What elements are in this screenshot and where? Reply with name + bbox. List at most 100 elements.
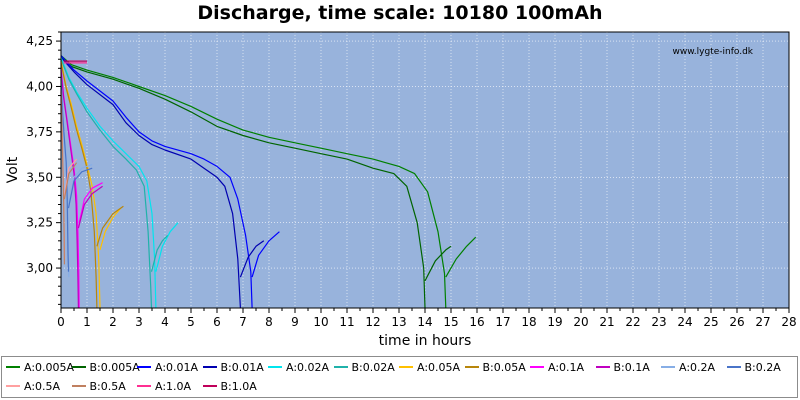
series-line-a-0-01a xyxy=(60,55,253,309)
x-tick-label: 27 xyxy=(755,315,770,329)
legend-item: A:0.05A xyxy=(399,359,460,375)
plot-frame xyxy=(60,31,790,309)
legend-swatch xyxy=(530,366,544,368)
series-recovery-b-0-5a xyxy=(63,162,78,200)
legend-item: B:0.005A xyxy=(71,359,140,375)
legend-label: B:0.01A xyxy=(220,360,264,374)
legend-item: B:0.01A xyxy=(202,359,264,375)
series-line-b-0-05a xyxy=(60,62,98,309)
legend-swatch xyxy=(71,385,86,387)
x-tick-label: 7 xyxy=(239,315,247,329)
x-tick-label: 25 xyxy=(703,315,718,329)
legend-label: B:0.2A xyxy=(744,360,781,374)
x-tick-label: 18 xyxy=(521,315,536,329)
legend-label: B:0.02A xyxy=(351,360,395,374)
x-tick-label: 20 xyxy=(573,315,588,329)
x-tick-label: 21 xyxy=(599,315,614,329)
x-tick-label: 17 xyxy=(495,315,510,329)
watermark-text: www.lygte-info.dk xyxy=(673,47,754,57)
series-recovery-b-0-1a xyxy=(77,185,103,229)
legend-swatch xyxy=(399,366,413,368)
series-line-b-0-1a xyxy=(60,70,79,309)
legend-item: A:0.1A xyxy=(530,359,584,375)
series-lines xyxy=(60,55,477,309)
legend-label: A:0.005A xyxy=(24,360,75,374)
y-tick-label: 3,75 xyxy=(26,125,53,139)
series-line-a-0-02a xyxy=(60,57,157,309)
series-recovery-a-0-02a xyxy=(155,222,179,272)
y-tick-label: 3,00 xyxy=(26,261,53,275)
x-tick-label: 6 xyxy=(213,315,221,329)
legend-label: B:0.5A xyxy=(89,379,126,393)
series-line-a-0-005a xyxy=(60,55,447,309)
legend-item: A:0.2A xyxy=(661,359,715,375)
y-tick-label: 4,00 xyxy=(26,79,53,93)
legend-swatch xyxy=(6,366,20,368)
x-tick-label: 2 xyxy=(109,315,117,329)
legend: A:0.005A B:0.005A A:0.01A B:0.01A A:0.02A B:0… xyxy=(1,356,798,398)
x-tick-label: 19 xyxy=(547,315,562,329)
legend-item: B:0.05A xyxy=(464,359,526,375)
x-tick-label: 1 xyxy=(83,315,91,329)
series-recovery-b-0-2a xyxy=(67,167,93,209)
legend-label: B:0.005A xyxy=(89,360,140,374)
legend-item: B:0.1A xyxy=(595,359,650,375)
x-tick-label: 10 xyxy=(313,315,328,329)
x-tick-label: 16 xyxy=(469,315,484,329)
legend-swatch xyxy=(661,366,675,368)
x-tick-label: 23 xyxy=(651,315,666,329)
series-line-b-0-005a xyxy=(60,56,426,309)
legend-item: A:1.0A xyxy=(137,378,191,394)
series-recovery-b-0-05a xyxy=(96,205,124,247)
series-line-b-0-02a xyxy=(60,58,153,309)
series-recovery-a-0-1a xyxy=(78,182,103,223)
legend-item: B:0.02A xyxy=(333,359,395,375)
x-axis-label: time in hours xyxy=(379,333,472,349)
y-axis-label: Volt xyxy=(5,156,21,183)
legend-swatch xyxy=(6,385,20,387)
series-recovery-a-0-005a xyxy=(445,236,477,278)
axis-ticks: 0 1 2 3 4 5 6 7 8 9 10 11 12 13 14 15 16 17 18 19 20 21 22 23 24… xyxy=(26,31,797,329)
chart-title: Discharge, time scale: 10180 100mAh xyxy=(197,2,603,24)
legend-swatch xyxy=(726,366,741,368)
x-tick-label: 9 xyxy=(291,315,299,329)
series-recovery-b-0-005a xyxy=(424,245,452,282)
legend-swatch xyxy=(137,385,151,387)
legend-label: A:0.5A xyxy=(24,379,61,393)
legend-item: B:1.0A xyxy=(202,378,257,394)
legend-label: A:1.0A xyxy=(155,379,192,393)
legend-label: A:0.2A xyxy=(679,360,716,374)
x-tick-label: 4 xyxy=(161,315,169,329)
legend-swatch xyxy=(268,366,282,368)
x-tick-label: 13 xyxy=(391,315,406,329)
series-recovery-b-0-01a xyxy=(239,240,265,278)
x-tick-label: 0 xyxy=(57,315,65,329)
legend-item: A:0.02A xyxy=(268,359,329,375)
series-recovery-a-0-01a xyxy=(251,231,280,278)
series-line-a-0-05a xyxy=(60,60,101,309)
legend-item: B:0.5A xyxy=(71,378,126,394)
legend-swatch xyxy=(333,366,348,368)
y-tick-label: 4,25 xyxy=(26,34,53,48)
x-tick-label: 15 xyxy=(443,315,458,329)
legend-swatch xyxy=(71,366,86,368)
series-line-b-0-2a xyxy=(60,79,70,272)
y-tick-label: 3,25 xyxy=(26,216,53,230)
legend-label: B:0.1A xyxy=(613,360,650,374)
x-tick-label: 12 xyxy=(365,315,380,329)
legend-swatch xyxy=(202,366,217,368)
x-tick-label: 22 xyxy=(625,315,640,329)
x-tick-label: 8 xyxy=(265,315,273,329)
x-tick-label: 24 xyxy=(677,315,692,329)
legend-swatch xyxy=(595,366,610,368)
legend-label: B:1.0A xyxy=(220,379,257,393)
legend-item: A:0.01A xyxy=(137,359,198,375)
legend-swatch xyxy=(464,366,479,368)
series-line-b-0-01a xyxy=(60,56,241,309)
y-tick-label: 3,50 xyxy=(26,170,53,184)
series-recovery-b-0-02a xyxy=(150,234,169,272)
legend-item: A:0.005A xyxy=(6,359,74,375)
legend-label: A:0.02A xyxy=(286,360,330,374)
x-tick-label: 26 xyxy=(729,315,744,329)
series-recovery-a-0-05a xyxy=(99,207,122,251)
